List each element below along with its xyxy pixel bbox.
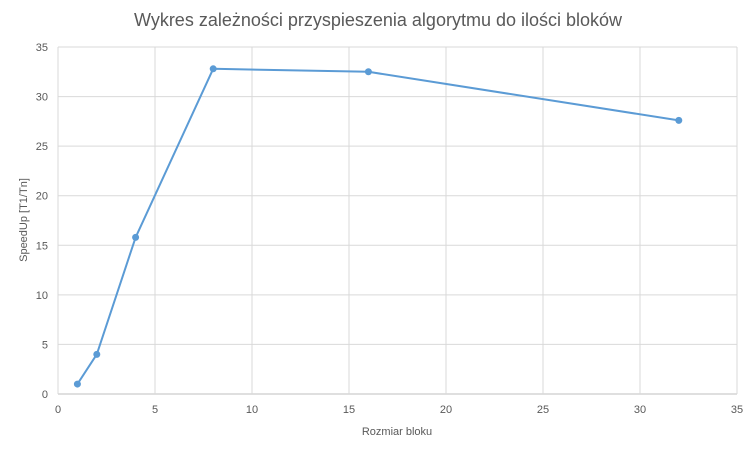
- x-tick-label: 35: [731, 404, 743, 416]
- x-tick-label: 10: [246, 404, 258, 416]
- x-tick-label: 15: [343, 404, 355, 416]
- y-tick-label: 25: [36, 141, 48, 153]
- y-tick-label: 0: [42, 389, 48, 401]
- data-point: [132, 233, 140, 241]
- x-tick-label: 5: [152, 404, 158, 416]
- data-point: [73, 380, 81, 388]
- y-axis-title: SpeedUp [T1/Tn]: [18, 178, 30, 262]
- gridlines: [57, 46, 738, 395]
- data-point: [209, 65, 217, 73]
- y-tick-label: 15: [36, 240, 48, 252]
- tick-labels: 0 5 10 15 20 25 30 35 0 5 10 15 20 25 30 35: [36, 42, 743, 416]
- y-tick-label: 5: [42, 339, 48, 351]
- y-tick-label: 10: [36, 290, 48, 302]
- data-point: [364, 68, 372, 76]
- x-tick-label: 0: [55, 404, 61, 416]
- data-series: [73, 65, 683, 388]
- x-axis-title: Rozmiar bloku: [362, 426, 432, 438]
- x-tick-label: 30: [634, 404, 646, 416]
- data-point: [93, 350, 101, 358]
- y-tick-label: 35: [36, 42, 48, 54]
- chart-title: Wykres zależności przyspieszenia algoryt…: [134, 10, 623, 30]
- data-point: [675, 116, 683, 124]
- x-tick-label: 25: [537, 404, 549, 416]
- x-tick-label: 20: [440, 404, 452, 416]
- series-line: [76, 67, 679, 385]
- y-tick-label: 30: [36, 92, 48, 104]
- y-tick-label: 20: [36, 191, 48, 203]
